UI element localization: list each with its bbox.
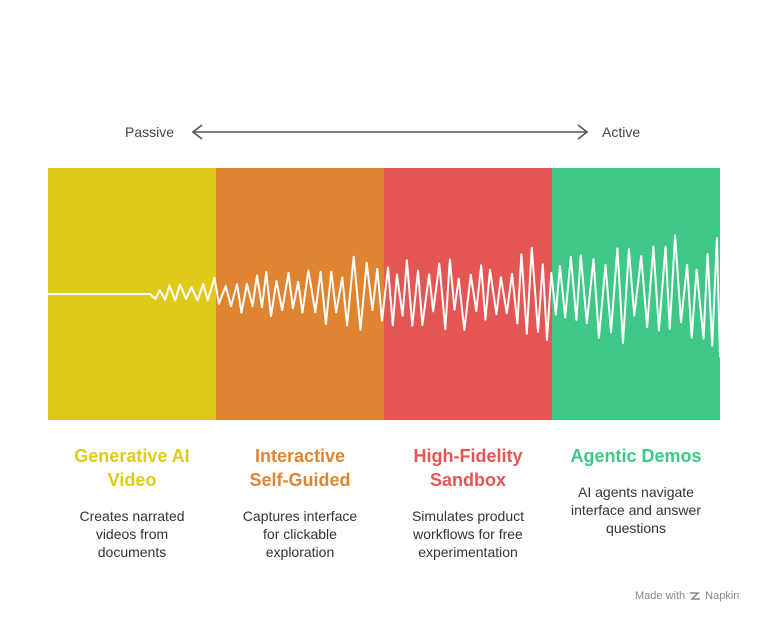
stage-title-high-fidelity-sandbox: High-Fidelity Sandbox [413, 446, 523, 490]
stage-desc-generative-ai-video: Creates narrated videos from documents [79, 508, 185, 560]
napkin-brand: Napkin [705, 590, 740, 602]
napkin-logo-icon [690, 592, 701, 600]
made-with-napkin-badge[interactable]: Made with Napkin [635, 590, 739, 602]
made-with-label: Made with [635, 590, 686, 602]
passive-label: Passive [125, 124, 175, 140]
stage-title-generative-ai-video: Generative AI Video [74, 446, 190, 490]
signal-waveform [48, 234, 720, 358]
stage-title-interactive-self-guided: Interactive Self-Guided [249, 446, 351, 490]
passive-active-arrow [191, 124, 589, 140]
active-label: Active [602, 124, 641, 140]
spectrum-bands [48, 168, 720, 420]
stage-desc-high-fidelity-sandbox: Simulates product workflows for free exp… [411, 508, 525, 560]
stage-desc-interactive-self-guided: Captures interface for clickable explora… [242, 508, 358, 560]
stage-desc-agentic-demos: AI agents navigate interface and answer … [571, 484, 701, 536]
stage-title-agentic-demos: Agentic Demos [570, 446, 702, 466]
